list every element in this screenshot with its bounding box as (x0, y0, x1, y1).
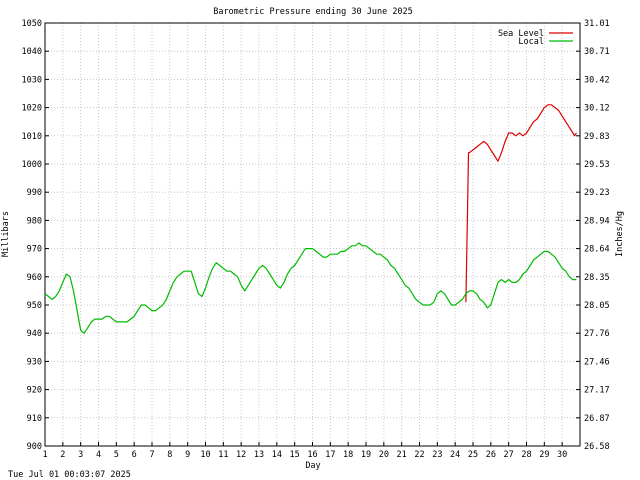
y-tick-label-left: 930 (27, 357, 42, 367)
y-tick-label-left: 960 (27, 273, 42, 283)
x-tick-label: 3 (78, 450, 83, 460)
y-tick-label-right: 28.64 (584, 245, 610, 255)
y-tick-label-right: 30.12 (584, 104, 610, 114)
y-tick-label-right: 26.58 (584, 442, 610, 452)
x-tick-label: 29 (539, 450, 549, 460)
series-lines (44, 104, 577, 334)
series-line-sea-level (465, 104, 577, 303)
x-tick-label: 19 (361, 450, 371, 460)
x-tick-label: 12 (236, 450, 246, 460)
x-tick-label: 15 (290, 450, 300, 460)
x-axis-label: Day (305, 461, 320, 471)
y-tick-label-right: 31.01 (584, 19, 610, 29)
y-tick-label-right: 28.35 (584, 273, 610, 283)
x-tick-label: 28 (521, 450, 531, 460)
x-tick-label: 9 (185, 450, 190, 460)
y-axis-right: 31.01 30.71 30.42 30.12 29.83 29.53 29.23 28.94… (576, 19, 610, 452)
footer-timestamp: Tue Jul 01 00:03:07 2025 (8, 470, 131, 480)
y-tick-label-left: 920 (27, 386, 42, 396)
y-tick-label-right: 29.23 (584, 188, 610, 198)
y-tick-label-left: 980 (27, 216, 42, 226)
y-tick-label-right: 26.87 (584, 414, 610, 424)
y-tick-label-right: 29.83 (584, 132, 610, 142)
x-tick-label: 8 (167, 450, 172, 460)
y-tick-label-left: 1000 (22, 160, 42, 170)
legend-label-local: Local (518, 37, 544, 47)
y-tick-label-left: 1010 (22, 132, 42, 142)
y-axis-left: 1050 1040 1030 1020 1010 1000 990 980 970 960 950 9… (22, 19, 49, 452)
y-tick-label-left: 900 (27, 442, 42, 452)
x-tick-label: 27 (504, 450, 514, 460)
x-tick-label: 2 (60, 450, 65, 460)
x-tick-label: 7 (149, 450, 154, 460)
y-tick-label-right: 27.76 (584, 329, 610, 339)
chart-title: Barometric Pressure ending 30 June 2025 (213, 7, 413, 17)
y-tick-label-left: 1030 (22, 75, 42, 85)
y-tick-label-left: 1020 (22, 104, 42, 114)
x-tick-label: 4 (96, 450, 101, 460)
x-tick-label: 5 (114, 450, 119, 460)
y-tick-label-right: 28.94 (584, 216, 610, 226)
y-axis-right-label: Inches/Hg (615, 211, 625, 257)
y-tick-label-left: 950 (27, 301, 42, 311)
y-tick-label-right: 27.46 (584, 357, 610, 367)
x-tick-label: 30 (557, 450, 567, 460)
y-tick-label-right: 27.17 (584, 386, 610, 396)
x-tick-label: 25 (468, 450, 478, 460)
y-axis-left-label: Millibars (1, 211, 11, 257)
x-tick-label: 23 (432, 450, 442, 460)
x-tick-label: 22 (414, 450, 424, 460)
y-tick-label-right: 30.71 (584, 47, 610, 57)
x-tick-label: 21 (397, 450, 407, 460)
x-tick-label: 6 (132, 450, 137, 460)
series-line-local (44, 242, 577, 334)
x-tick-label: 10 (200, 450, 210, 460)
x-tick-label: 20 (379, 450, 389, 460)
x-tick-label: 24 (450, 450, 460, 460)
y-tick-label-left: 970 (27, 245, 42, 255)
legend-label-sea-level: Sea Level (498, 29, 544, 39)
x-tick-label: 11 (218, 450, 228, 460)
x-axis: 1 2 3 4 5 6 7 8 9 10 11 12 13 14 15 16 17 18 19 20 21 22 23 24 2… (42, 442, 567, 460)
y-tick-label-left: 990 (27, 188, 42, 198)
y-tick-label-left: 1050 (22, 19, 42, 29)
y-tick-label-right: 29.53 (584, 160, 610, 170)
grid (45, 23, 580, 446)
y-tick-label-right: 28.05 (584, 301, 610, 311)
y-tick-label-left: 910 (27, 414, 42, 424)
x-tick-label: 18 (343, 450, 353, 460)
y-tick-label-left: 940 (27, 329, 42, 339)
x-tick-label: 26 (486, 450, 496, 460)
x-tick-label: 16 (307, 450, 317, 460)
x-tick-label: 13 (254, 450, 264, 460)
x-tick-label: 17 (325, 450, 335, 460)
x-tick-label: 14 (272, 450, 282, 460)
x-tick-label: 1 (42, 450, 47, 460)
y-tick-label-left: 1040 (22, 47, 42, 57)
y-tick-label-right: 30.42 (584, 75, 610, 85)
